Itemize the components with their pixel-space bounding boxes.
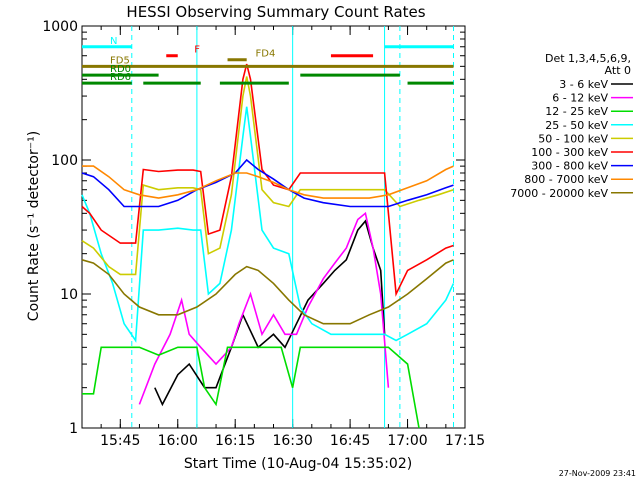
legend-label: 3 - 6 keV [559,78,608,91]
legend-label: 6 - 12 keV [552,92,608,105]
y-tick-label: 1 [69,421,78,437]
y-tick-label: 1000 [42,19,78,35]
series-line [81,259,454,325]
series-line [81,158,454,208]
legend-label: 300 - 800 keV [531,160,608,173]
x-tick-label: 16:15 [215,433,255,449]
legend-label: 7000 - 20000 keV [510,187,608,200]
legend-title: Det 1,3,4,5,6,9, [545,52,631,65]
series-line [82,165,454,199]
x-axis-label: Start Time (10-Aug-04 15:35:02) [184,456,412,472]
x-tick-label: 17:00 [387,433,427,449]
y-axis-label: Count Rate (s⁻¹ detector⁻¹) [26,131,42,321]
mode-segment-label: FD5 [110,55,130,66]
footer-timestamp: 27-Nov-2009 23:41 [559,469,636,478]
legend-label: 12 - 25 keV [545,105,608,118]
mode-segment-label: RD0 [110,64,131,75]
x-tick-label: 16:30 [272,433,312,449]
y-tick-label: 10 [60,287,78,303]
legend-label: 800 - 7000 keV [524,173,608,186]
legend-label: 50 - 100 keV [538,132,608,145]
x-tick-label: 17:15 [445,433,485,449]
x-tick-label: 15:45 [100,433,140,449]
legend-label: 100 - 300 keV [531,146,608,159]
legend-label: 25 - 50 keV [545,119,608,132]
legend-title: Att 0 [605,64,631,77]
series-line [154,219,386,407]
chart-title: HESSI Observing Summary Count Rates [126,3,425,21]
series-line [81,106,455,343]
plot-area: 1 10 100 1000 15:45 16:00 16:15 16:30 16:45 17:00… [42,19,485,449]
mode-segment-label: RD6 [110,72,131,83]
series-line [81,63,454,297]
mode-segment-label: FD4 [256,49,276,60]
y-tick-label: 100 [51,153,78,169]
mode-segment-label: F [194,45,200,56]
series-line [138,211,390,405]
x-tick-label: 16:45 [330,433,370,449]
series-line [82,346,420,429]
x-tick-label: 16:00 [158,433,198,449]
series-line [81,76,454,276]
mode-segment-label: N [110,36,117,47]
